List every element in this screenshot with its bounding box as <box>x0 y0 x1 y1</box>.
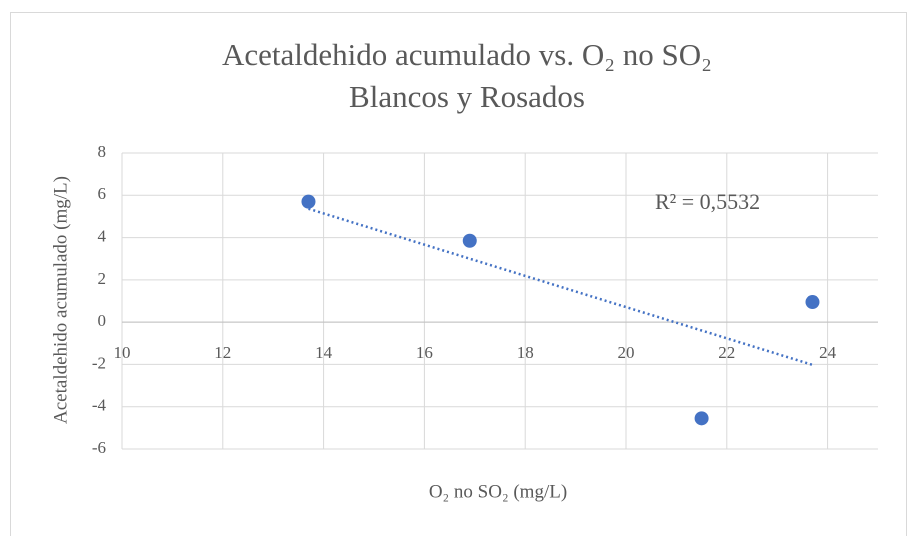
x-tick-label: 22 <box>718 343 735 362</box>
y-tick-label: 2 <box>98 269 107 288</box>
trendline-annotation: R² = 0,5532 <box>655 189 760 214</box>
point <box>805 295 820 310</box>
y-tick-label: 4 <box>98 226 107 245</box>
point <box>694 411 709 426</box>
x-tick-label: 10 <box>114 343 131 362</box>
x-tick-label: 18 <box>517 343 534 362</box>
chart-title: Acetaldehido acumulado vs. O₂ no SO₂ <box>222 37 712 72</box>
y-axis-label: Acetaldehido acumulado (mg/L) <box>50 176 71 424</box>
point <box>462 233 477 248</box>
x-tick-label: 12 <box>214 343 231 362</box>
y-tick-label: 8 <box>98 142 107 161</box>
point <box>301 194 316 209</box>
x-tick-label: 14 <box>315 343 333 362</box>
x-tick-label: 16 <box>416 343 433 362</box>
x-tick-label: 20 <box>618 343 635 362</box>
x-tick-label: 24 <box>819 343 837 362</box>
chart-subtitle: Blancos y Rosados <box>349 79 585 114</box>
y-tick-label: -2 <box>92 353 106 372</box>
y-tick-label: -4 <box>92 396 107 415</box>
x-axis-label: O₂ no SO₂ (mg/L) <box>429 481 567 502</box>
y-tick-label: 6 <box>98 184 107 203</box>
y-tick-label: 0 <box>98 311 107 330</box>
y-tick-label: -6 <box>92 438 106 457</box>
